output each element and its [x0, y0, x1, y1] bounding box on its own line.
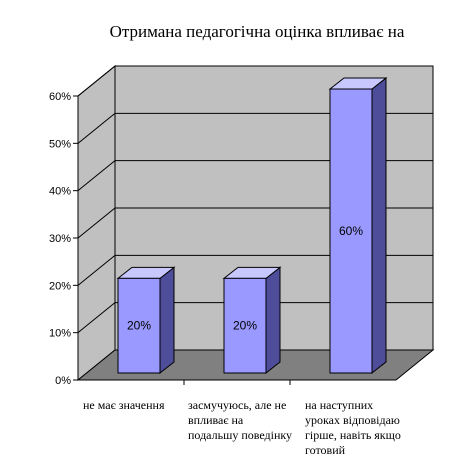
- bar-value-label: 20%: [233, 319, 257, 333]
- y-tick-label: 0%: [55, 375, 71, 387]
- gridline: [77, 207, 433, 239]
- category-label-line: не має значення: [83, 398, 165, 412]
- gridline: [77, 302, 433, 334]
- bar-side: [371, 76, 387, 375]
- category-label-line: впливає на: [188, 413, 244, 427]
- y-tick-label: 20%: [49, 280, 71, 292]
- category-label-line: уроках відповідаю: [305, 413, 400, 427]
- bar-side: [159, 266, 175, 375]
- y-tick-label: 10%: [49, 328, 71, 340]
- bar-value-label: 60%: [339, 224, 363, 238]
- category-label-line: готовий: [305, 443, 346, 457]
- gridline: [77, 112, 433, 144]
- bar: [116, 266, 176, 375]
- category-label: на наступних уроках відповідаю гірше, наві…: [305, 398, 401, 457]
- chart-bars: [116, 76, 388, 375]
- gridline: [77, 160, 433, 192]
- category-label-line: гірше, навіть якщо: [305, 428, 401, 442]
- category-label: засмучуюсь, але не впливає на подальшу пов…: [188, 398, 292, 442]
- bar-front: [223, 277, 267, 374]
- y-tick-label: 30%: [49, 233, 71, 245]
- category-label-line: подальшу поведінку: [188, 428, 292, 442]
- chart-labels: 20% 20% 60% не має значення засмучуюсь, але …: [83, 224, 401, 457]
- gridline: [77, 254, 433, 286]
- chart-gridlines: [77, 65, 433, 334]
- y-tick-label: 50%: [49, 138, 71, 150]
- category-label-line: на наступних: [305, 398, 373, 412]
- chart-title: Отримана педагогічна оцінка впливає на: [110, 22, 405, 41]
- y-axis: 0% 10% 20% 30% 40% 50% 60%: [49, 91, 396, 387]
- gridline: [77, 65, 433, 97]
- y-tick-label: 60%: [49, 91, 71, 103]
- bar-front: [117, 277, 161, 374]
- bar-value-label: 20%: [127, 319, 151, 333]
- bar-side: [265, 266, 281, 375]
- y-tick-label: 40%: [49, 186, 71, 198]
- category-label-line: засмучуюсь, але не: [188, 398, 286, 412]
- bar: [328, 76, 388, 375]
- bar-front: [329, 88, 373, 374]
- bar: [222, 266, 282, 375]
- category-label: не має значення: [83, 398, 165, 412]
